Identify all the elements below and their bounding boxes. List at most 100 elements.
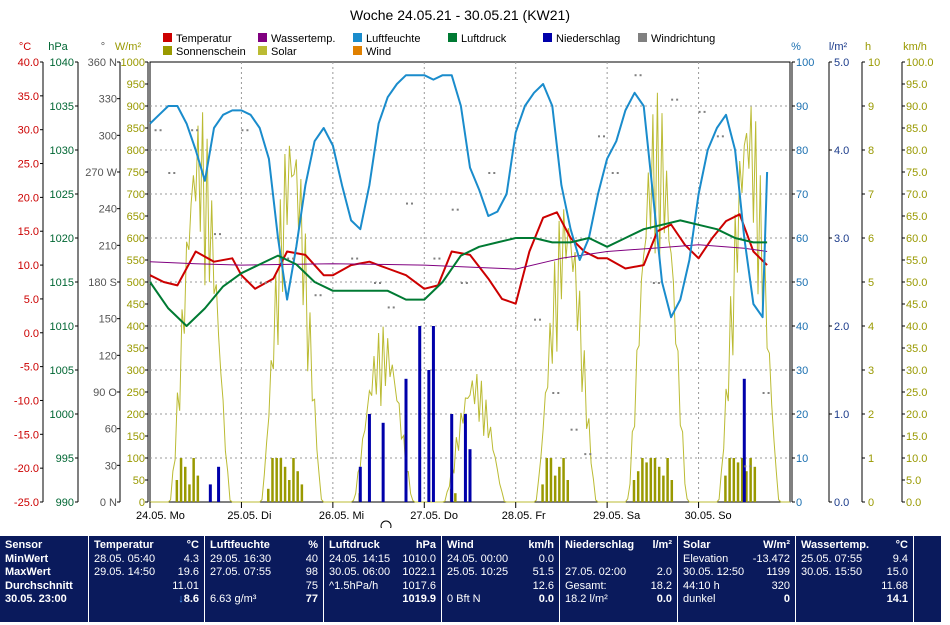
wind-direction-dot xyxy=(744,465,747,468)
panel-column-rain: Niederschlag l/m² 27.05. 02:00 2.0 Gesamt: 18… xyxy=(560,536,677,622)
temperature-axis-tick-label: -15.0 xyxy=(14,429,39,441)
sunshine-bar xyxy=(179,458,183,502)
panel-column-pressure: Luftdruck hPa 24.05. 14:15 1010.0 30.05. 06:… xyxy=(324,536,441,622)
temperature-axis-tick-label: 30.0 xyxy=(18,125,39,137)
precipitation-axis-tick-label: 1.0 xyxy=(834,409,849,421)
solar-axis-tick-label: 250 xyxy=(127,387,145,399)
wind-direction-dot xyxy=(314,294,317,297)
solar-header-label: Solar xyxy=(683,539,711,551)
pressure-row: 30.05. 06:00 1022.1 xyxy=(329,566,436,580)
water-unit-label: °C xyxy=(895,539,908,551)
sunshine-bar xyxy=(745,471,748,502)
solar-axis-tick-label: 850 xyxy=(127,123,145,135)
grid-lines xyxy=(150,62,790,502)
rain-row-value: 18.2 xyxy=(650,579,672,592)
humidity-row-label: 27.05. 07:55 xyxy=(210,566,272,578)
precipitation-bar xyxy=(358,466,362,502)
wind-direction-dot xyxy=(392,306,395,309)
solar-row-label: 30.05. 12:50 xyxy=(683,566,745,578)
solar-axis-tick-label: 200 xyxy=(127,409,145,421)
wind-speed-axis-tick-label: 30.0 xyxy=(906,365,927,377)
pressure-unit-label: hPa xyxy=(415,539,436,551)
humidity-axis-tick-label: 10 xyxy=(796,453,808,465)
sunshine-axis-tick-label: 5 xyxy=(868,277,874,289)
wind-speed-axis-tick-label: 25.0 xyxy=(906,387,927,399)
water-footer: 14.1 xyxy=(801,593,908,607)
legend-label-4: Niederschlag xyxy=(556,33,620,45)
rain-row xyxy=(565,553,672,567)
wind-direction-dot xyxy=(168,172,171,174)
pressure-axis-tick-label: 1030 xyxy=(50,145,74,157)
humidity-axis-tick-label: 60 xyxy=(796,233,808,245)
humidity-current-value: 77 xyxy=(306,593,318,607)
wind-direction-dot xyxy=(721,135,724,138)
humidity-unit-label: % xyxy=(308,539,318,551)
sensor-row-label: MinWert xyxy=(5,552,49,565)
wind-row-value: 0.0 xyxy=(538,552,554,565)
x-tick-label: 29.05. Sa xyxy=(593,510,641,522)
pressure-row: 24.05. 14:15 1010.0 xyxy=(329,553,436,567)
wind-header-label: Wind xyxy=(447,539,474,551)
wind-speed-axis-tick-label: 80.0 xyxy=(906,145,927,157)
wind-direction-dot xyxy=(159,129,162,132)
wind-direction-dot xyxy=(603,135,605,138)
precipitation-bar xyxy=(381,422,385,502)
temperature-row: 28.05. 05:40 4.3 xyxy=(94,553,199,567)
legend-label-8: Wind xyxy=(366,46,391,58)
wind-speed-axis-tick-label: 65.0 xyxy=(906,211,927,223)
precipitation-bar xyxy=(418,326,422,502)
wind-direction-dot xyxy=(351,257,354,260)
pressure-row-value: 1022.1 xyxy=(402,566,436,578)
sunshine-bar xyxy=(666,458,669,502)
panel-column-temperature: Temperatur °C 28.05. 05:40 4.3 29.05. 14:50 1… xyxy=(89,536,204,622)
wind-direction-dot xyxy=(411,202,413,205)
sunshine-axis-tick-label: 1 xyxy=(868,453,874,465)
humidity-axis-tick-label: 90 xyxy=(796,101,808,113)
temperature-row-label: 29.05. 14:50 xyxy=(94,566,156,578)
right-axes: 10090807060504030201005.04.03.02.01.00.0… xyxy=(791,57,934,509)
wind-direction-dot xyxy=(246,129,249,132)
wind-row-value: 51.5 xyxy=(532,566,554,578)
x-tick-label: 27.05. Do xyxy=(410,510,458,522)
wind-direction-dot xyxy=(465,282,468,284)
solar-row: Elevation -13.472 xyxy=(683,553,790,567)
sunshine-axis-tick-label: 3 xyxy=(868,365,874,377)
sunshine-bar xyxy=(645,462,648,502)
series-luftdruck xyxy=(149,219,768,327)
solar-line xyxy=(150,92,790,503)
chart-legend: Temperatur Wassertemp. Luftfeuchte Luftdruc… xyxy=(163,33,715,58)
legend-label-1: Wassertemp. xyxy=(271,33,335,45)
wind-speed-axis-tick-label: 15.0 xyxy=(906,431,927,443)
temperature-axis-tick-label: 5.0 xyxy=(24,294,39,306)
temperature-row-value: 19.6 xyxy=(177,566,199,578)
pressure-header: Luftdruck hPa xyxy=(329,539,436,553)
rain-row-label: 27.05. 02:00 xyxy=(565,566,627,578)
wind-direction-dot xyxy=(611,172,614,174)
sensor-header: Sensor xyxy=(5,539,83,553)
humidity-axis-tick-label: 100 xyxy=(796,57,814,69)
wind-speed-axis-tick-label: 75.0 xyxy=(906,167,927,179)
precipitation-axis-tick-label: 2.0 xyxy=(834,321,849,333)
sunshine-bar xyxy=(188,484,191,502)
humidity-axis-tick-label: 70 xyxy=(796,189,808,201)
humidity-footer: 6.63 g/m³ 77 xyxy=(210,593,318,607)
precipitation-bar xyxy=(468,449,472,502)
pressure-current-value: 1019.9 xyxy=(402,593,436,607)
rain-row: 27.05. 02:00 2.0 xyxy=(565,566,672,580)
panel-column-sensor: Sensor MinWert MaxWert Durchschnitt 30.05. 2… xyxy=(0,536,88,622)
wind-direction-dot xyxy=(154,129,157,132)
solar-axis-tick-label: 950 xyxy=(127,79,145,91)
data-series xyxy=(149,74,769,327)
water-current-value: 14.1 xyxy=(887,593,908,607)
legend-swatch-8 xyxy=(353,46,362,55)
precipitation-bar xyxy=(217,466,221,502)
solar-footer-left: dunkel xyxy=(683,593,716,605)
solar-axis-tick-label: 0 xyxy=(139,497,145,509)
water-row-value: 15.0 xyxy=(886,566,908,578)
wind-speed-axis-tick-label: 35.0 xyxy=(906,343,927,355)
humidity-footer-left: 6.63 g/m³ xyxy=(210,593,257,605)
sunshine-bar xyxy=(736,462,740,502)
rain-current-value: 0.0 xyxy=(657,593,672,607)
solar-row: 44:10 h 320 xyxy=(683,580,790,594)
x-tick-label: 26.05. Mi xyxy=(319,510,364,522)
